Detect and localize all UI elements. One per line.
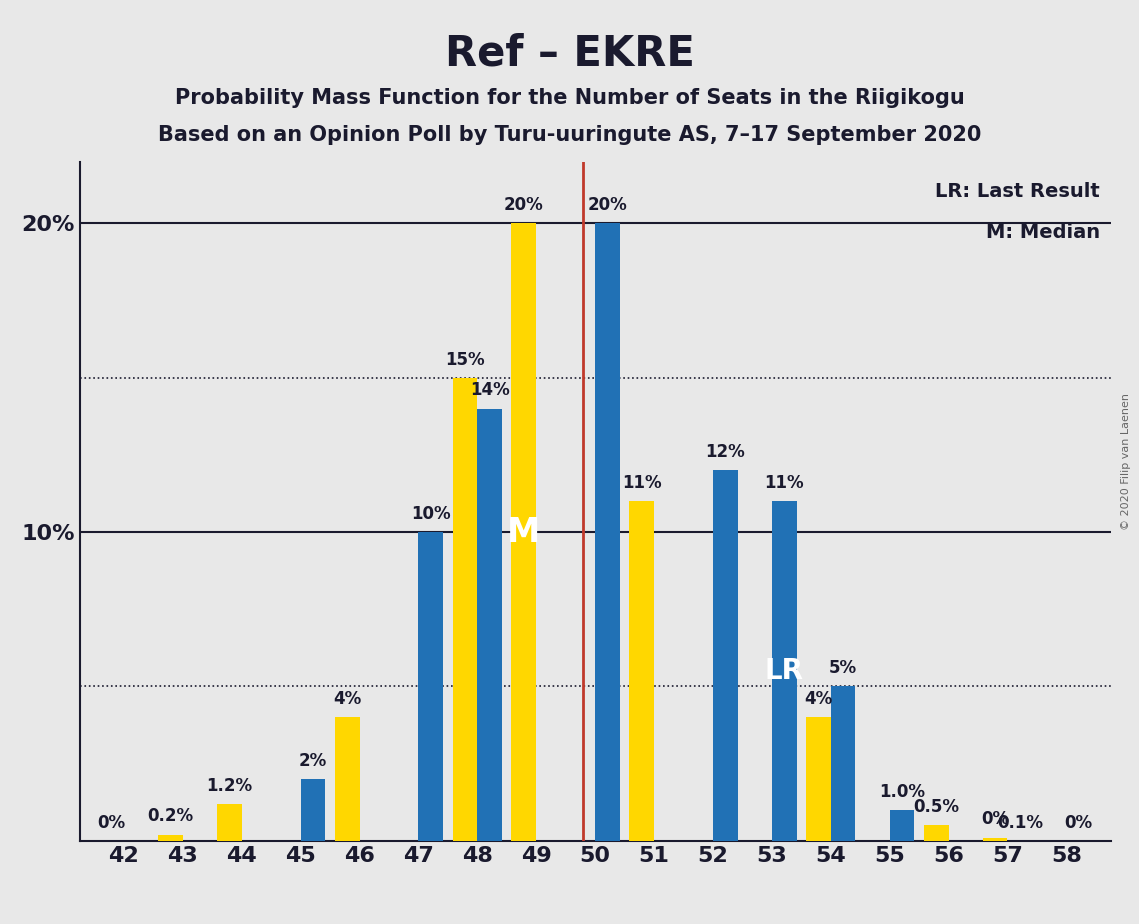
Bar xyxy=(301,779,326,841)
Bar xyxy=(335,717,360,841)
Text: 0.1%: 0.1% xyxy=(997,813,1043,832)
Bar xyxy=(772,501,796,841)
Bar xyxy=(216,804,241,841)
Text: 20%: 20% xyxy=(588,196,628,214)
Text: 14%: 14% xyxy=(469,382,509,399)
Text: 20%: 20% xyxy=(503,196,543,214)
Bar xyxy=(890,810,915,841)
Text: 0%: 0% xyxy=(1065,813,1092,832)
Bar xyxy=(596,224,620,841)
Bar xyxy=(511,224,536,841)
Text: 0%: 0% xyxy=(981,810,1009,829)
Text: LR: LR xyxy=(764,657,804,685)
Text: Probability Mass Function for the Number of Seats in the Riigikogu: Probability Mass Function for the Number… xyxy=(174,88,965,108)
Bar xyxy=(158,834,182,841)
Text: 0.5%: 0.5% xyxy=(913,798,959,816)
Text: 0%: 0% xyxy=(98,813,125,832)
Text: 11%: 11% xyxy=(764,474,804,492)
Bar xyxy=(806,717,830,841)
Text: 11%: 11% xyxy=(622,474,662,492)
Text: 4%: 4% xyxy=(804,690,833,708)
Text: 2%: 2% xyxy=(298,752,327,770)
Text: Ref – EKRE: Ref – EKRE xyxy=(444,32,695,74)
Text: 5%: 5% xyxy=(829,659,858,677)
Bar xyxy=(713,470,738,841)
Text: 12%: 12% xyxy=(705,444,745,461)
Text: © 2020 Filip van Laenen: © 2020 Filip van Laenen xyxy=(1121,394,1131,530)
Text: LR: Last Result: LR: Last Result xyxy=(935,182,1100,201)
Bar xyxy=(830,687,855,841)
Text: 0.2%: 0.2% xyxy=(147,808,194,825)
Bar xyxy=(477,408,502,841)
Text: 15%: 15% xyxy=(445,350,485,369)
Text: 4%: 4% xyxy=(333,690,361,708)
Text: Based on an Opinion Poll by Turu-uuringute AS, 7–17 September 2020: Based on an Opinion Poll by Turu-uuringu… xyxy=(158,125,981,145)
Bar xyxy=(983,838,1007,841)
Text: 1.2%: 1.2% xyxy=(206,776,253,795)
Bar xyxy=(418,532,443,841)
Bar xyxy=(452,378,477,841)
Bar xyxy=(924,825,949,841)
Text: M: Median: M: Median xyxy=(986,223,1100,242)
Text: M: M xyxy=(507,516,541,549)
Bar xyxy=(629,501,654,841)
Text: 10%: 10% xyxy=(411,505,451,523)
Text: 1.0%: 1.0% xyxy=(879,783,925,801)
